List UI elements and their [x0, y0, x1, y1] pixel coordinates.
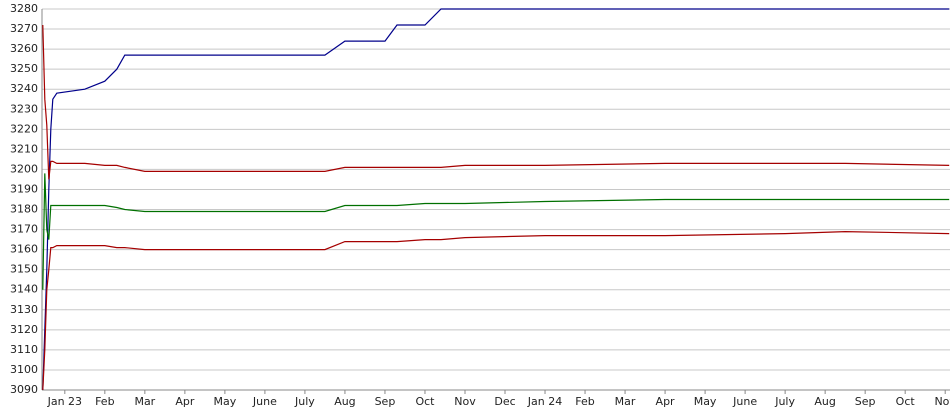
y-tick-label: 3130 — [10, 303, 38, 316]
x-tick-label: Jan 24 — [527, 395, 562, 408]
x-tick-label: Dec — [494, 395, 515, 408]
series-line — [42, 24, 950, 180]
x-tick-label: Feb — [95, 395, 114, 408]
series-line — [42, 230, 950, 391]
x-tick-label: May — [214, 395, 237, 408]
y-tick-label: 3150 — [10, 263, 38, 276]
x-tick-label: July — [294, 395, 315, 408]
y-tick-label: 3120 — [10, 323, 38, 336]
x-tick-label: Jan 23 — [47, 395, 82, 408]
x-tick-label: Aug — [334, 395, 355, 408]
y-tick-label: 3190 — [10, 182, 38, 195]
x-tick-label: Mar — [134, 395, 155, 408]
y-tick-label: 3220 — [10, 122, 38, 135]
x-tick-label: Mar — [615, 395, 636, 408]
y-tick-label: 3160 — [10, 243, 38, 256]
y-tick-label: 3110 — [10, 343, 38, 356]
x-tick-label: June — [732, 395, 757, 408]
y-tick-label: 3280 — [10, 2, 38, 15]
x-tick-label: Nov — [454, 395, 476, 408]
y-tick-label: 3090 — [10, 383, 38, 396]
x-tick-label: Aug — [814, 395, 835, 408]
x-tick-label: Apr — [656, 395, 676, 408]
x-tick-label: May — [694, 395, 717, 408]
x-tick-label: Nov — [934, 395, 950, 408]
series-line — [42, 8, 950, 391]
y-tick-label: 3210 — [10, 142, 38, 155]
y-tick-label: 3100 — [10, 363, 38, 376]
y-tick-label: 3180 — [10, 203, 38, 216]
y-tick-label: 3140 — [10, 283, 38, 296]
y-tick-label: 3230 — [10, 102, 38, 115]
x-tick-label: Oct — [896, 395, 916, 408]
x-tick-label: Sep — [855, 395, 876, 408]
x-tick-label: June — [252, 395, 277, 408]
y-tick-label: 3170 — [10, 223, 38, 236]
y-tick-label: 3240 — [10, 82, 38, 95]
x-tick-label: Feb — [575, 395, 594, 408]
x-tick-label: Oct — [415, 395, 435, 408]
y-tick-label: 3200 — [10, 162, 38, 175]
y-tick-label: 3260 — [10, 42, 38, 55]
x-tick-label: Apr — [175, 395, 195, 408]
y-tick-label: 3250 — [10, 62, 38, 75]
y-tick-label: 3270 — [10, 22, 38, 35]
x-tick-label: July — [774, 395, 795, 408]
series-line — [42, 173, 950, 290]
x-tick-label: Sep — [375, 395, 396, 408]
